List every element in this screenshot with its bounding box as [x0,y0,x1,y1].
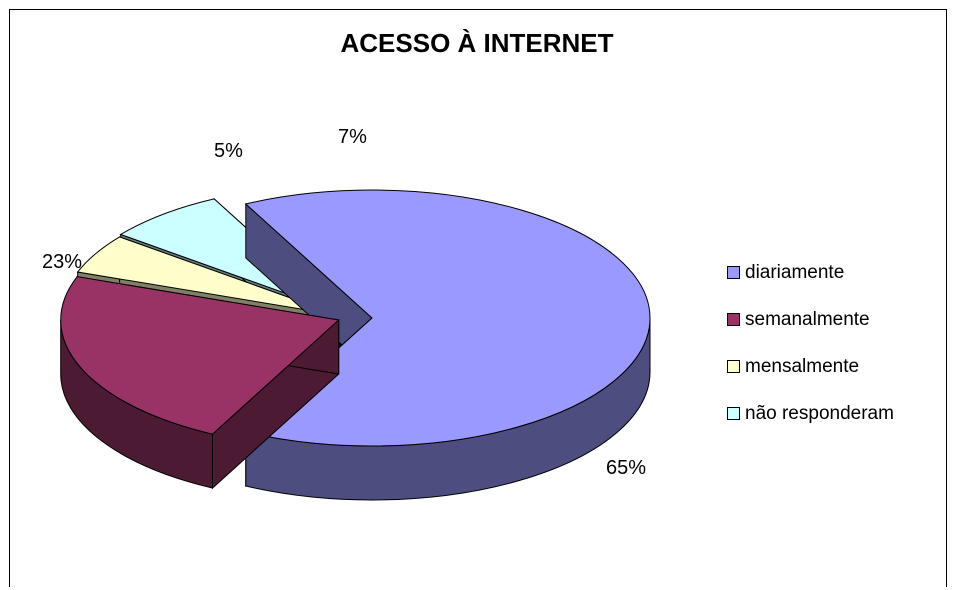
data-label-nao-responderam: 7% [338,126,367,148]
data-label-semanalmente: 23% [42,251,82,273]
legend-swatch-nao-responderam [727,407,740,420]
data-label-mensalmente: 5% [214,140,243,162]
legend-item-semanalmente: semanalmente [727,296,942,343]
legend-label-mensalmente: mensalmente [745,356,859,378]
legend-swatch-semanalmente [727,313,740,326]
legend-item-diariamente: diariamente [727,249,942,296]
legend-item-mensalmente: mensalmente [727,343,942,390]
legend-label-semanalmente: semanalmente [745,309,870,331]
legend-item-nao-responderam: não responderam [727,390,942,437]
legend: diariamente semanalmente mensalmente não… [727,249,942,437]
legend-swatch-diariamente [727,266,740,279]
data-label-diariamente: 65% [606,457,646,479]
legend-label-diariamente: diariamente [745,262,844,284]
legend-swatch-mensalmente [727,360,740,373]
legend-label-nao-responderam: não responderam [745,403,894,425]
